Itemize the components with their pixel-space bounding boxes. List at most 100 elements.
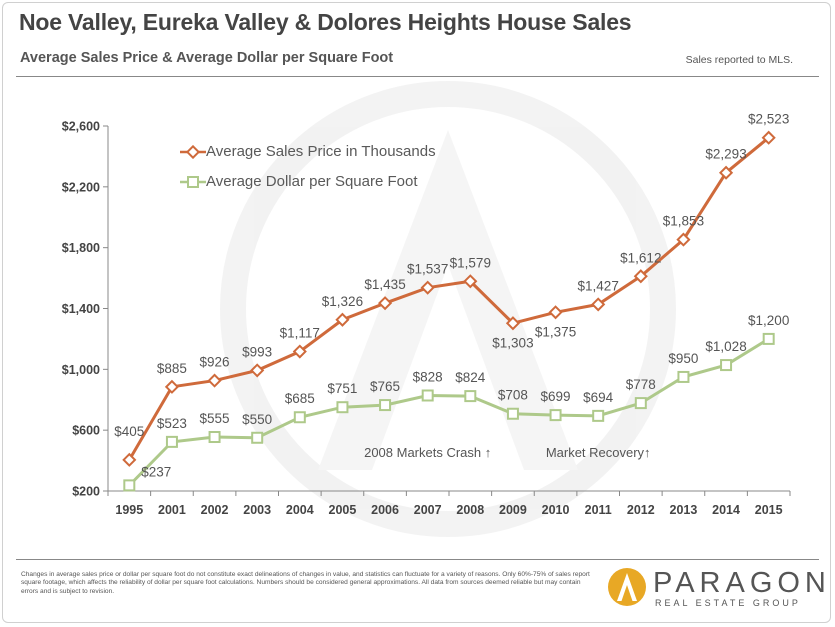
point-sqft — [165, 435, 178, 448]
point-price — [505, 316, 521, 331]
data-label-price: $2,523 — [748, 112, 789, 127]
legend-sqft-marker — [180, 176, 206, 189]
point-price — [250, 363, 265, 378]
data-label-sqft: $523 — [157, 416, 187, 431]
point-price — [761, 130, 776, 145]
data-label-price: $993 — [242, 344, 272, 359]
y-tick-label: $2,200 — [62, 180, 100, 194]
data-label-sqft: $685 — [285, 391, 315, 406]
data-label-sqft: $1,028 — [705, 339, 746, 354]
series-layer — [122, 130, 776, 492]
legend-price-label: Average Sales Price in Thousands — [206, 143, 436, 160]
logo-tagline: REAL ESTATE GROUP — [655, 598, 801, 608]
chart-subtitle: Average Sales Price & Average Dollar per… — [20, 50, 394, 66]
data-label-sqft: $694 — [583, 390, 614, 405]
data-label-price: $1,117 — [280, 326, 320, 341]
y-tick-label: $600 — [72, 424, 100, 438]
point-sqft — [549, 409, 562, 422]
point-sqft — [592, 409, 605, 422]
data-label-sqft: $708 — [498, 388, 528, 403]
point-sqft — [634, 397, 647, 410]
point-sqft — [677, 370, 690, 383]
point-sqft — [421, 389, 434, 402]
point-sqft — [379, 399, 392, 412]
data-label-price: $1,612 — [620, 250, 661, 265]
x-tick-label: 2014 — [712, 503, 740, 517]
data-label-price: $885 — [157, 361, 187, 376]
series-line-sqft — [128, 337, 770, 487]
annotation-label: 2008 Markets Crash ↑ — [364, 445, 491, 460]
x-tick-label: 1995 — [115, 503, 143, 517]
annotation-label: Market Recovery↑ — [546, 445, 651, 460]
point-sqft — [208, 431, 221, 444]
point-price — [718, 165, 734, 180]
logo-name: PARAGON — [653, 567, 831, 599]
data-label-sqft: $699 — [541, 389, 571, 404]
y-tick-label: $1,400 — [62, 302, 100, 316]
data-label-sqft: $824 — [455, 370, 486, 385]
point-price — [335, 312, 350, 327]
data-label-price: $1,303 — [492, 335, 533, 350]
point-sqft — [123, 479, 136, 492]
data-label-price: $1,537 — [407, 262, 448, 277]
x-tick-label: 2009 — [499, 503, 527, 517]
x-tick-label: 2010 — [542, 503, 570, 517]
data-label-sqft: $778 — [626, 377, 656, 392]
footer-divider — [16, 559, 819, 560]
point-sqft — [336, 401, 349, 414]
watermark-logo — [220, 81, 676, 537]
x-tick-label: 2015 — [755, 503, 783, 517]
data-label-sqft: $950 — [668, 351, 698, 366]
x-tick-label: 2012 — [627, 503, 655, 517]
point-price — [420, 280, 435, 295]
data-label-sqft: $555 — [200, 411, 230, 426]
chart-area: $200 $600 $1,000 $1,400 $1,800 $2,200 $2,600 19… — [62, 81, 791, 537]
point-sqft — [506, 407, 519, 420]
point-price — [164, 379, 180, 394]
legend-item-sqft: Average Dollar per Square Foot — [180, 173, 418, 190]
point-price — [207, 373, 222, 388]
header-divider — [16, 76, 819, 77]
x-tick-label: 2003 — [243, 503, 271, 517]
x-tick-label: 2011 — [585, 503, 612, 517]
series-line-price — [128, 136, 770, 461]
data-label-price: $1,579 — [450, 255, 491, 270]
data-label-sqft: $1,200 — [748, 313, 789, 328]
point-sqft — [293, 411, 306, 424]
x-tick-label: 2007 — [414, 503, 442, 517]
data-label-price: $926 — [200, 355, 230, 370]
point-price — [591, 297, 606, 312]
x-tick-label: 2001 — [158, 503, 186, 517]
data-label-price: $1,375 — [535, 324, 576, 339]
point-price — [463, 274, 478, 289]
y-tick-label: $1,000 — [62, 363, 100, 377]
data-label-price: $1,435 — [364, 277, 405, 292]
data-label-price: $1,427 — [578, 278, 619, 293]
legend-sqft-label: Average Dollar per Square Foot — [206, 173, 418, 190]
point-sqft — [720, 359, 733, 372]
point-price — [122, 452, 137, 467]
data-label-layer: $405 $885 $926 $993 $1,117 $1,326$1,435$1,537… — [114, 112, 789, 480]
data-label-sqft: $765 — [370, 379, 400, 394]
point-price — [548, 305, 563, 320]
disclaimer-text: Changes in average sales price or dollar… — [21, 571, 590, 595]
axes: $200 $600 $1,000 $1,400 $1,800 $2,200 $2,600 19… — [62, 120, 791, 517]
y-tick-label: $200 — [72, 485, 100, 499]
legend-item-price: Average Sales Price in Thousands — [180, 143, 436, 160]
x-tick-label: 2002 — [201, 503, 229, 517]
point-sqft — [464, 390, 477, 403]
x-tick-label: 2013 — [670, 503, 698, 517]
data-label-price: $1,326 — [322, 294, 363, 309]
point-price — [676, 232, 691, 247]
chart-title: Noe Valley, Eureka Valley & Dolores Heig… — [19, 9, 632, 35]
data-label-price: $405 — [114, 424, 144, 439]
annotation-layer: 2008 Markets Crash ↑ Market Recovery↑ — [364, 445, 650, 460]
point-sqft — [251, 431, 264, 444]
paragon-logo-icon — [608, 568, 646, 606]
data-label-sqft: $237 — [141, 464, 171, 479]
y-tick-label: $2,600 — [62, 120, 100, 134]
x-tick-label: 2005 — [329, 503, 357, 517]
x-tick-label: 2006 — [371, 503, 399, 517]
legend-price-marker — [180, 144, 206, 160]
